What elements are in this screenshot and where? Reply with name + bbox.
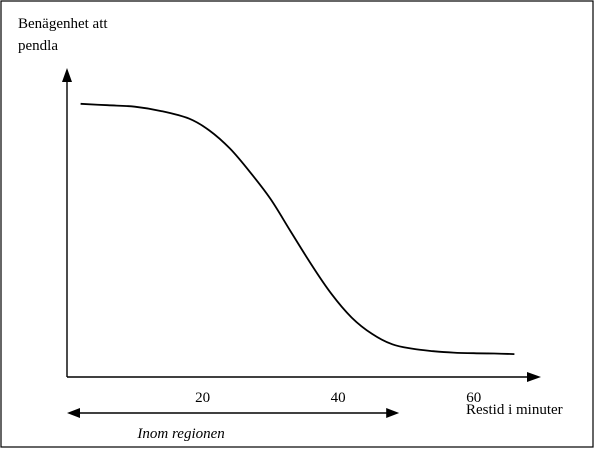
series-line-curve bbox=[80, 102, 515, 355]
x-tick-label-40: 40 bbox=[331, 390, 346, 406]
x-tick-labels: 20 40 60 bbox=[195, 390, 481, 406]
x-tick-label-20: 20 bbox=[195, 390, 210, 406]
x-axis-label: Restid i minuter bbox=[466, 402, 563, 418]
x-tick-label-60: 60 bbox=[466, 390, 481, 406]
y-axis-arrowhead bbox=[62, 68, 72, 82]
range-annotation-right-arrowhead bbox=[386, 408, 400, 418]
range-annotation-label: Inom regionen bbox=[136, 426, 224, 442]
x-axis-arrowhead bbox=[527, 372, 541, 382]
y-axis-label-line-2: pendla bbox=[18, 38, 58, 54]
y-axis-label-line-1: Benägenhet att bbox=[18, 16, 108, 32]
range-annotation-left-arrowhead bbox=[67, 408, 80, 418]
